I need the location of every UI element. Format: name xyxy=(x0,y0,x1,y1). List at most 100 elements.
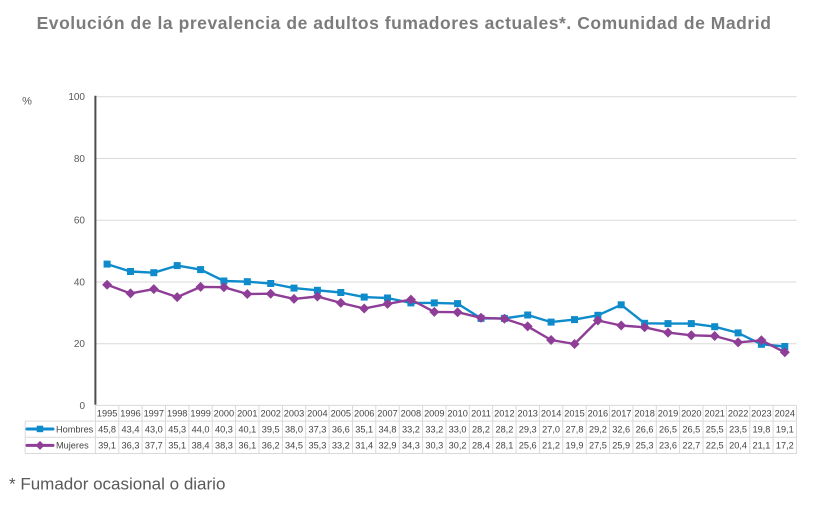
svg-text:35,3: 35,3 xyxy=(308,441,326,451)
svg-text:27,8: 27,8 xyxy=(566,424,584,434)
svg-text:%: % xyxy=(22,96,32,108)
svg-text:25,9: 25,9 xyxy=(612,441,630,451)
svg-text:2013: 2013 xyxy=(517,408,537,418)
svg-text:45,3: 45,3 xyxy=(168,424,186,434)
svg-text:60: 60 xyxy=(74,216,86,227)
svg-text:30,3: 30,3 xyxy=(425,441,443,451)
svg-text:28,1: 28,1 xyxy=(495,441,513,451)
svg-text:1999: 1999 xyxy=(190,408,210,418)
svg-text:23,5: 23,5 xyxy=(729,424,747,434)
svg-text:2003: 2003 xyxy=(284,408,304,418)
svg-text:2014: 2014 xyxy=(541,408,561,418)
svg-text:2021: 2021 xyxy=(704,408,724,418)
svg-text:2023: 2023 xyxy=(751,408,771,418)
svg-text:39,5: 39,5 xyxy=(262,424,280,434)
svg-text:2024: 2024 xyxy=(775,408,795,418)
svg-text:34,3: 34,3 xyxy=(402,441,420,451)
svg-text:100: 100 xyxy=(68,92,85,103)
svg-text:80: 80 xyxy=(74,154,86,165)
svg-text:27,5: 27,5 xyxy=(589,441,607,451)
svg-text:2011: 2011 xyxy=(471,408,491,418)
svg-text:29,2: 29,2 xyxy=(589,424,607,434)
svg-text:37,7: 37,7 xyxy=(145,441,163,451)
svg-text:21,2: 21,2 xyxy=(542,441,560,451)
svg-text:25,5: 25,5 xyxy=(706,424,724,434)
svg-text:34,8: 34,8 xyxy=(379,424,397,434)
svg-text:Mujeres: Mujeres xyxy=(56,441,89,451)
svg-text:2006: 2006 xyxy=(354,408,374,418)
svg-text:35,1: 35,1 xyxy=(355,424,373,434)
svg-text:2012: 2012 xyxy=(494,408,514,418)
svg-text:26,5: 26,5 xyxy=(682,424,700,434)
svg-text:33,2: 33,2 xyxy=(402,424,420,434)
svg-text:40,1: 40,1 xyxy=(238,424,256,434)
svg-text:28,2: 28,2 xyxy=(472,424,490,434)
svg-text:21,1: 21,1 xyxy=(752,441,770,451)
svg-text:38,3: 38,3 xyxy=(215,441,233,451)
svg-text:19,1: 19,1 xyxy=(776,424,794,434)
svg-text:20,4: 20,4 xyxy=(729,441,747,451)
svg-text:19,8: 19,8 xyxy=(752,424,770,434)
svg-text:32,6: 32,6 xyxy=(612,424,630,434)
svg-text:37,3: 37,3 xyxy=(308,424,326,434)
svg-text:2002: 2002 xyxy=(260,408,280,418)
svg-text:2005: 2005 xyxy=(331,408,351,418)
svg-text:2016: 2016 xyxy=(588,408,608,418)
svg-text:2017: 2017 xyxy=(611,408,631,418)
svg-text:25,6: 25,6 xyxy=(519,441,537,451)
svg-text:20: 20 xyxy=(74,339,86,350)
svg-text:26,5: 26,5 xyxy=(659,424,677,434)
svg-text:43,4: 43,4 xyxy=(122,424,140,434)
svg-text:1995: 1995 xyxy=(97,408,117,418)
svg-text:2022: 2022 xyxy=(728,408,748,418)
svg-text:1998: 1998 xyxy=(167,408,187,418)
svg-text:34,5: 34,5 xyxy=(285,441,303,451)
svg-text:2001: 2001 xyxy=(237,408,257,418)
svg-text:36,2: 36,2 xyxy=(262,441,280,451)
svg-text:29,3: 29,3 xyxy=(519,424,537,434)
svg-text:2018: 2018 xyxy=(634,408,654,418)
svg-text:36,6: 36,6 xyxy=(332,424,350,434)
svg-text:39,1: 39,1 xyxy=(98,441,116,451)
svg-text:30,2: 30,2 xyxy=(449,441,467,451)
svg-text:19,9: 19,9 xyxy=(566,441,584,451)
svg-text:32,9: 32,9 xyxy=(379,441,397,451)
svg-text:43,0: 43,0 xyxy=(145,424,163,434)
svg-text:1996: 1996 xyxy=(120,408,140,418)
svg-text:2020: 2020 xyxy=(681,408,701,418)
svg-text:2010: 2010 xyxy=(447,408,467,418)
svg-text:45,8: 45,8 xyxy=(98,424,116,434)
svg-text:33,2: 33,2 xyxy=(332,441,350,451)
svg-text:Evolución de la prevalencia de: Evolución de la prevalencia de adultos f… xyxy=(37,13,772,33)
svg-text:2015: 2015 xyxy=(564,408,584,418)
svg-text:2008: 2008 xyxy=(401,408,421,418)
svg-text:28,4: 28,4 xyxy=(472,441,490,451)
svg-text:44,0: 44,0 xyxy=(192,424,210,434)
svg-text:2000: 2000 xyxy=(214,408,234,418)
svg-text:23,6: 23,6 xyxy=(659,441,677,451)
svg-text:0: 0 xyxy=(79,401,85,412)
svg-text:36,3: 36,3 xyxy=(122,441,140,451)
svg-text:38,4: 38,4 xyxy=(192,441,210,451)
svg-text:35,1: 35,1 xyxy=(168,441,186,451)
svg-text:22,5: 22,5 xyxy=(706,441,724,451)
svg-text:25,3: 25,3 xyxy=(636,441,654,451)
svg-text:28,2: 28,2 xyxy=(495,424,513,434)
svg-text:27,0: 27,0 xyxy=(542,424,560,434)
svg-text:38,0: 38,0 xyxy=(285,424,303,434)
svg-text:33,2: 33,2 xyxy=(425,424,443,434)
svg-text:31,4: 31,4 xyxy=(355,441,373,451)
svg-text:22,7: 22,7 xyxy=(682,441,700,451)
svg-text:2019: 2019 xyxy=(658,408,678,418)
svg-text:17,2: 17,2 xyxy=(776,441,794,451)
svg-text:33,0: 33,0 xyxy=(449,424,467,434)
svg-text:40,3: 40,3 xyxy=(215,424,233,434)
svg-text:2007: 2007 xyxy=(377,408,397,418)
svg-text:* Fumador ocasional o diario: * Fumador ocasional o diario xyxy=(9,475,225,494)
svg-text:1997: 1997 xyxy=(144,408,164,418)
svg-text:2004: 2004 xyxy=(307,408,327,418)
svg-text:2009: 2009 xyxy=(424,408,444,418)
svg-text:40: 40 xyxy=(74,277,86,288)
svg-text:26,6: 26,6 xyxy=(636,424,654,434)
svg-text:36,1: 36,1 xyxy=(238,441,256,451)
